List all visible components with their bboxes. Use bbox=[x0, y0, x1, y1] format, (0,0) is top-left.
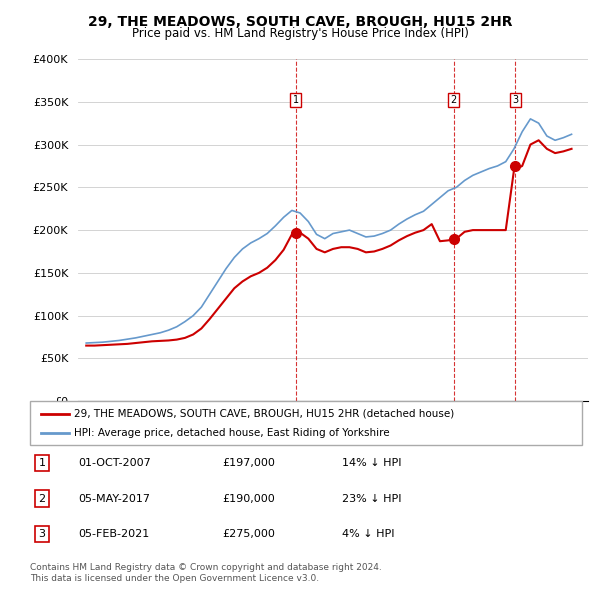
Text: £190,000: £190,000 bbox=[222, 494, 275, 503]
Text: 3: 3 bbox=[512, 95, 518, 105]
Text: £197,000: £197,000 bbox=[222, 458, 275, 468]
Text: 1: 1 bbox=[293, 95, 299, 105]
Text: 05-MAY-2017: 05-MAY-2017 bbox=[78, 494, 150, 503]
Text: 1: 1 bbox=[38, 458, 46, 468]
Text: 3: 3 bbox=[38, 529, 46, 539]
Text: 2: 2 bbox=[38, 494, 46, 503]
Text: 29, THE MEADOWS, SOUTH CAVE, BROUGH, HU15 2HR (detached house): 29, THE MEADOWS, SOUTH CAVE, BROUGH, HU1… bbox=[74, 409, 454, 418]
Text: 05-FEB-2021: 05-FEB-2021 bbox=[78, 529, 149, 539]
Text: HPI: Average price, detached house, East Riding of Yorkshire: HPI: Average price, detached house, East… bbox=[74, 428, 390, 438]
Text: 14% ↓ HPI: 14% ↓ HPI bbox=[342, 458, 401, 468]
Text: 2: 2 bbox=[451, 95, 457, 105]
FancyBboxPatch shape bbox=[30, 401, 582, 445]
Text: 4% ↓ HPI: 4% ↓ HPI bbox=[342, 529, 395, 539]
Text: Contains HM Land Registry data © Crown copyright and database right 2024.
This d: Contains HM Land Registry data © Crown c… bbox=[30, 563, 382, 583]
Text: £275,000: £275,000 bbox=[222, 529, 275, 539]
Text: 29, THE MEADOWS, SOUTH CAVE, BROUGH, HU15 2HR: 29, THE MEADOWS, SOUTH CAVE, BROUGH, HU1… bbox=[88, 15, 512, 29]
Text: 23% ↓ HPI: 23% ↓ HPI bbox=[342, 494, 401, 503]
Text: 01-OCT-2007: 01-OCT-2007 bbox=[78, 458, 151, 468]
Text: Price paid vs. HM Land Registry's House Price Index (HPI): Price paid vs. HM Land Registry's House … bbox=[131, 27, 469, 40]
